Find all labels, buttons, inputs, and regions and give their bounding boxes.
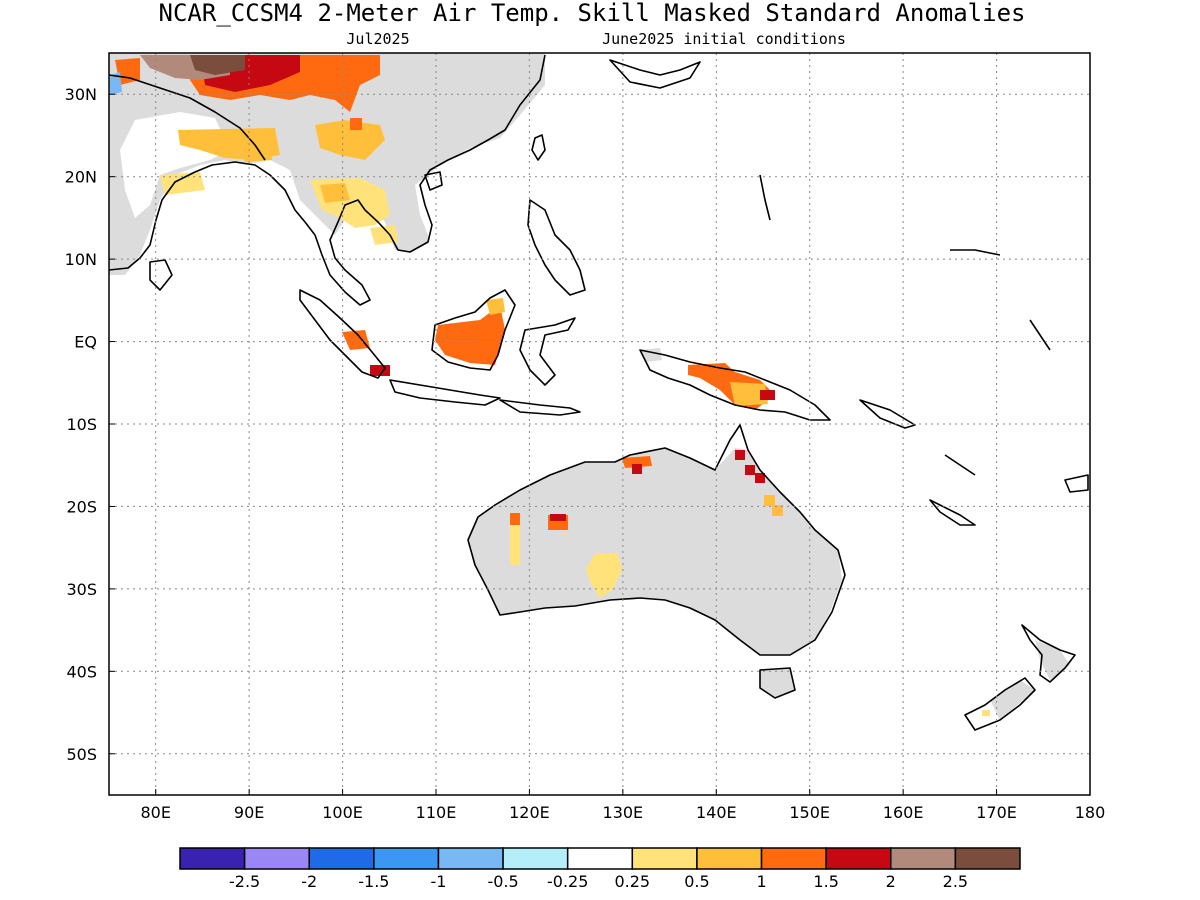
colorbar-swatch bbox=[631, 847, 698, 870]
map-title: NCAR_CCSM4 2-Meter Air Temp. Skill Maske… bbox=[159, 0, 1026, 27]
colorbar-label: -1 bbox=[430, 872, 446, 891]
y-tick-label: 20S bbox=[66, 497, 97, 516]
x-tick-label: 160E bbox=[883, 803, 924, 822]
colorbar-swatch bbox=[760, 847, 827, 870]
colorbar-label: -2.5 bbox=[229, 872, 260, 891]
colorbar-swatch bbox=[825, 847, 892, 870]
colorbar-label: 2.5 bbox=[943, 872, 968, 891]
y-tick-label: 40S bbox=[66, 662, 97, 681]
x-tick-label: 130E bbox=[603, 803, 644, 822]
colorbar-label: 1.5 bbox=[813, 872, 838, 891]
colorbar-swatch bbox=[502, 847, 569, 870]
x-tick-label: 140E bbox=[696, 803, 737, 822]
y-tick-label: 10N bbox=[65, 250, 97, 269]
y-axis-ticks: 30N 20N 10N EQ 10S 20S 30S 40S 50S bbox=[65, 85, 115, 764]
colorbar-label: 2 bbox=[886, 872, 896, 891]
y-tick-label: 50S bbox=[66, 745, 97, 764]
x-tick-label: 100E bbox=[322, 803, 363, 822]
anomaly-layer bbox=[110, 55, 990, 716]
y-tick-label: EQ bbox=[74, 333, 97, 352]
colorbar-swatch bbox=[308, 847, 375, 870]
colorbar-label: 1 bbox=[756, 872, 766, 891]
colorbar-swatch bbox=[243, 847, 310, 870]
colorbar-swatch bbox=[437, 847, 504, 870]
colorbar-label: 0.25 bbox=[614, 872, 650, 891]
colorbar-label: -1.5 bbox=[358, 872, 389, 891]
x-tick-label: 180 bbox=[1075, 803, 1106, 822]
colorbar-swatch bbox=[954, 847, 1021, 870]
map-panel bbox=[109, 53, 1090, 795]
colorbar-swatch bbox=[890, 847, 957, 870]
x-axis-ticks: 80E 90E 100E 110E 120E 130E 140E 150E 160E 170E 18… bbox=[140, 789, 1105, 822]
colorbar-swatch bbox=[696, 847, 763, 870]
x-tick-label: 120E bbox=[509, 803, 550, 822]
colorbar-label: -0.25 bbox=[547, 872, 588, 891]
subtitle-init: June2025 initial conditions bbox=[602, 30, 846, 48]
colorbar-label: -0.5 bbox=[487, 872, 518, 891]
y-tick-label: 20N bbox=[65, 168, 97, 187]
x-tick-label: 150E bbox=[789, 803, 830, 822]
y-tick-label: 30S bbox=[66, 580, 97, 599]
x-tick-label: 110E bbox=[416, 803, 457, 822]
colorbar: -2.5 -2 -1.5 -1 -0.5 -0.25 0.25 0.5 1 1.5 2 2.5 bbox=[179, 847, 1021, 891]
x-tick-label: 80E bbox=[140, 803, 170, 822]
subtitle-month: Jul2025 bbox=[346, 30, 409, 48]
graticule bbox=[109, 53, 1090, 795]
colorbar-swatch bbox=[566, 847, 634, 870]
colorbar-swatch bbox=[179, 847, 246, 870]
colorbar-label: 0.5 bbox=[684, 872, 709, 891]
y-tick-label: 10S bbox=[66, 415, 97, 434]
colorbar-label: -2 bbox=[301, 872, 317, 891]
x-tick-label: 90E bbox=[234, 803, 264, 822]
y-tick-label: 30N bbox=[65, 85, 97, 104]
coastlines bbox=[109, 54, 1089, 731]
x-tick-label: 170E bbox=[976, 803, 1017, 822]
colorbar-swatch bbox=[373, 847, 440, 870]
